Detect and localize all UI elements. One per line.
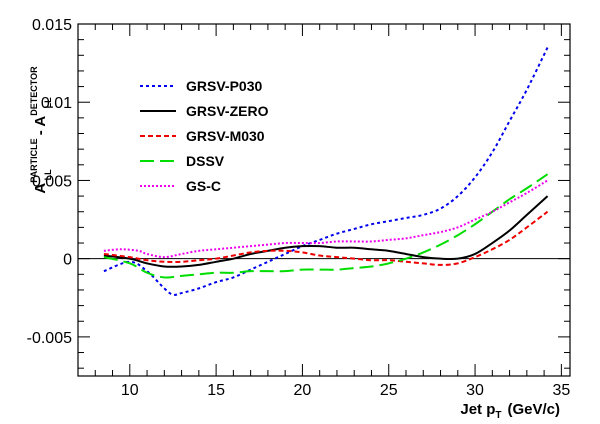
series-line-gs-c [103,179,549,259]
y-tick-label: 0.015 [32,17,72,34]
legend-label: GRSV-P030 [186,78,262,94]
y-tick-label: 0.01 [41,95,72,112]
x-axis-title: Jet pT (GeV/c) [460,401,560,421]
series-line-dssv [103,173,549,279]
y-tick-label: 0.005 [32,173,72,190]
y-tick-label: 0 [63,252,72,269]
x-tick-label: 25 [380,382,398,399]
x-tick-label: 15 [207,382,225,399]
plot-frame [77,23,571,377]
x-tick-label: 10 [121,382,139,399]
y-axis-title: APARTICLE LL - ADETECTOR LL [29,66,53,194]
x-axis: 10 15 20 25 30 35 [94,24,570,399]
plot-border [77,23,571,377]
y-tick-label: -0.005 [27,330,72,347]
series-line-grsv-zero [103,195,549,268]
y-axis: -0.005 0 0.005 0.01 0.015 [27,17,570,369]
legend-label: GRSV-ZERO [186,103,269,119]
x-tick-label: 35 [552,382,570,399]
series-group [103,47,549,296]
legend-label: GS-C [186,178,221,194]
x-tick-label: 20 [294,382,312,399]
series-line-grsv-p030 [103,47,549,296]
series-line-grsv-m030 [103,210,549,266]
legend-label: DSSV [186,153,225,169]
legend-label: GRSV-M030 [186,128,265,144]
x-tick-label: 30 [466,382,484,399]
legend: GRSV-P030 GRSV-ZERO GRSV-M030 DSSV GS-C [140,78,269,194]
